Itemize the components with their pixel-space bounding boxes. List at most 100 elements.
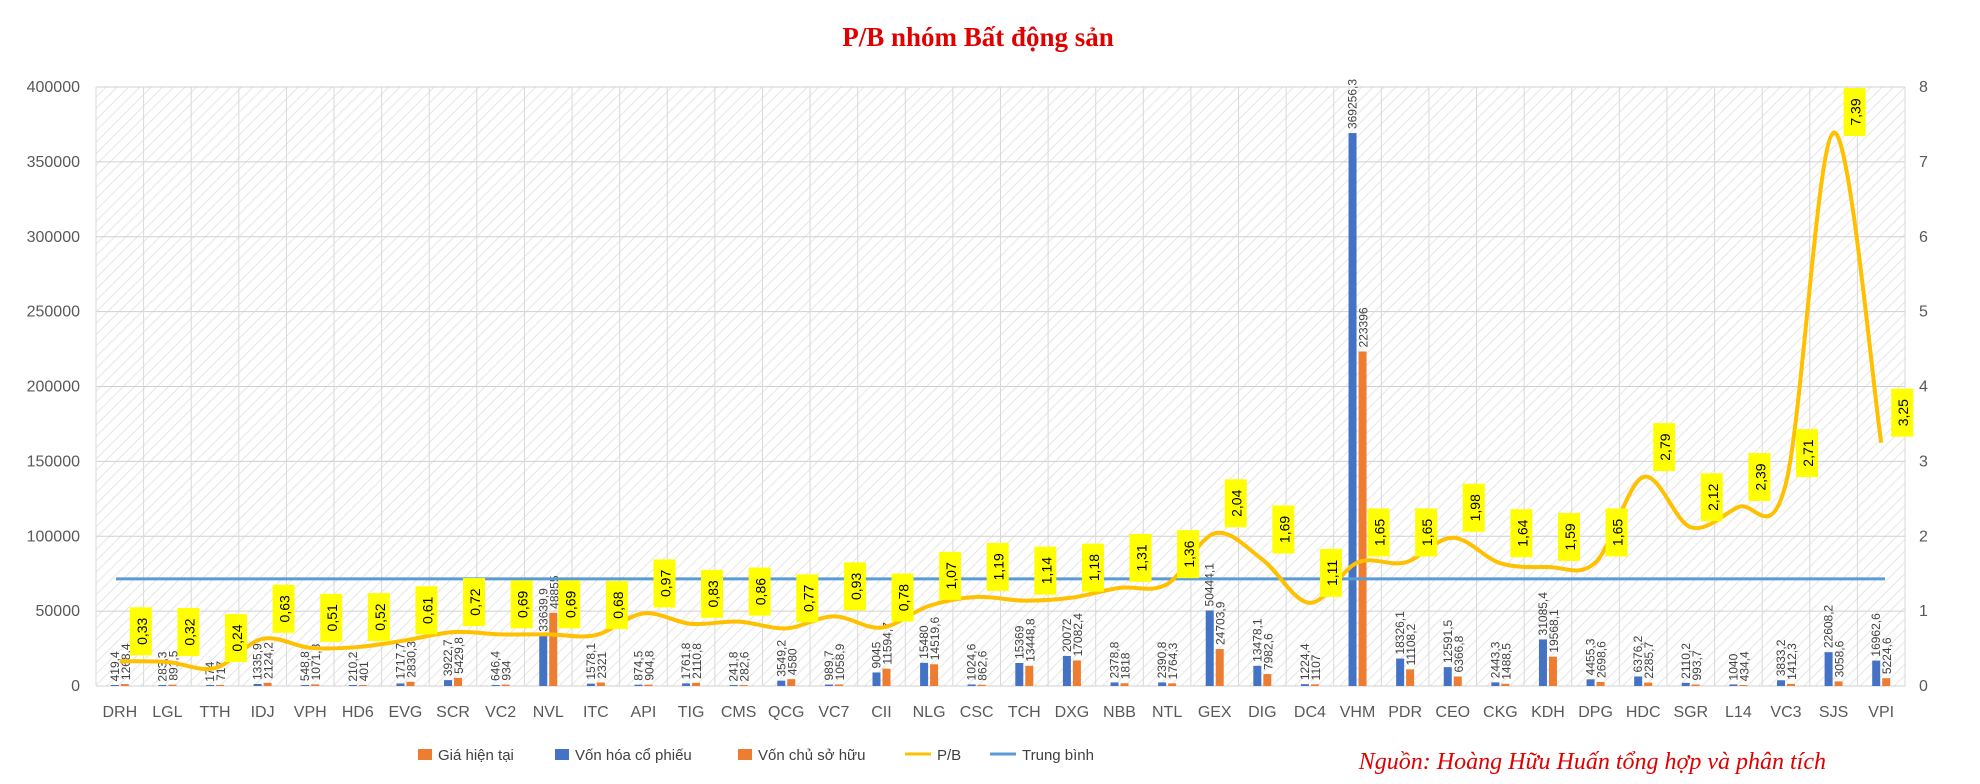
data-label-market-cap: 1024,6 xyxy=(965,643,979,680)
x-axis-tick-label: TIG xyxy=(678,704,705,721)
bar-equity xyxy=(834,684,843,686)
pb-data-label: 1,59 xyxy=(1557,512,1580,561)
bar-equity xyxy=(1644,682,1653,686)
pb-label-box xyxy=(796,574,819,623)
pb-label-box xyxy=(1843,88,1866,136)
y-axis-tick-label: 150000 xyxy=(27,453,80,470)
pb-label-box xyxy=(1129,533,1152,582)
data-label-equity: 13448,8 xyxy=(1023,618,1037,662)
pb-label-box xyxy=(986,542,1009,591)
pb-label-box xyxy=(1367,508,1390,557)
bar-equity xyxy=(216,684,225,686)
bar-market-cap xyxy=(777,680,786,686)
data-label-equity: 2698,6 xyxy=(1595,641,1609,678)
data-label-market-cap: 283,3 xyxy=(155,651,169,681)
y2-axis-tick-label: 4 xyxy=(1919,379,1928,396)
pb-label-text: 1,98 xyxy=(1467,494,1483,521)
data-label-market-cap: 4455,3 xyxy=(1584,638,1598,675)
y2-axis-tick-label: 5 xyxy=(1919,304,1928,321)
bar-equity xyxy=(644,684,653,686)
pb-label-box xyxy=(1462,483,1485,532)
pb-label-box xyxy=(1319,548,1342,597)
pb-data-label: 0,63 xyxy=(272,584,295,633)
pb-label-text: 1,36 xyxy=(1181,540,1197,567)
data-label-market-cap: 1578,1 xyxy=(584,643,598,680)
data-label-market-cap: 2443,3 xyxy=(1488,641,1502,678)
pb-data-label: 7,39 xyxy=(1843,88,1866,136)
x-axis-tick-label: IDJ xyxy=(251,704,275,721)
data-label-market-cap: 15480 xyxy=(917,625,931,659)
bar-market-cap xyxy=(1776,680,1785,686)
data-label-market-cap: 13478,1 xyxy=(1250,618,1264,662)
x-axis-tick-label: API xyxy=(631,704,657,721)
x-axis-tick-label: VC2 xyxy=(485,704,516,721)
bar-equity xyxy=(406,681,415,686)
bar-market-cap xyxy=(1824,652,1833,686)
bar-market-cap xyxy=(586,683,595,686)
plot-area: 0500001000001500002000002500003000003500… xyxy=(27,79,1928,721)
bar-equity xyxy=(1215,649,1224,686)
x-axis-tick-label: NBB xyxy=(1103,704,1136,721)
data-label-market-cap: 419,4 xyxy=(108,651,122,681)
pb-label-text: 1,59 xyxy=(1562,523,1578,550)
bar-market-cap xyxy=(1158,682,1167,686)
pb-data-label: 2,12 xyxy=(1700,473,1723,522)
y-axis-tick-label: 0 xyxy=(71,678,80,695)
bar-equity xyxy=(1310,684,1319,686)
pb-label-text: 0,61 xyxy=(419,596,435,623)
pb-data-label: 0,93 xyxy=(843,562,866,611)
pb-label-box xyxy=(748,567,771,616)
data-label-equity: 862,6 xyxy=(976,650,990,680)
data-label-market-cap: 22608,2 xyxy=(1822,604,1836,648)
pb-label-box xyxy=(558,580,581,629)
pb-data-label: 2,39 xyxy=(1748,453,1771,502)
data-label-equity: 1764,3 xyxy=(1166,642,1180,679)
data-label-market-cap: 1761,8 xyxy=(679,642,693,679)
x-axis-tick-label: QCG xyxy=(768,704,804,721)
pb-data-label: 1,36 xyxy=(1177,530,1200,579)
data-label-equity: 1058,9 xyxy=(833,643,847,680)
x-axis-tick-label: KDH xyxy=(1531,704,1565,721)
source-note: Nguồn: Hoàng Hữu Huấn tổng hợp và phân t… xyxy=(1358,749,1826,775)
pb-label-box xyxy=(1891,388,1914,437)
data-label-equity: 2321 xyxy=(595,652,609,679)
data-label-market-cap: 989,7 xyxy=(822,650,836,680)
pb-label-box xyxy=(1224,479,1247,528)
x-axis-tick-label: CII xyxy=(871,704,891,721)
pb-label-text: 1,18 xyxy=(1086,554,1102,581)
data-label-market-cap: 2378,8 xyxy=(1108,641,1122,678)
bar-market-cap xyxy=(634,684,643,686)
bar-market-cap xyxy=(301,685,310,686)
x-axis-tick-label: VHM xyxy=(1340,704,1376,721)
pb-data-label: 1,11 xyxy=(1319,548,1342,597)
pb-label-box xyxy=(1272,505,1295,554)
legend-swatch xyxy=(738,749,752,760)
bar-market-cap xyxy=(348,685,357,686)
data-label-equity: 11108,2 xyxy=(1404,623,1418,665)
bar-market-cap xyxy=(824,684,833,686)
x-axis-tick-label: SJS xyxy=(1819,704,1848,721)
pb-data-label: 0,77 xyxy=(796,574,819,623)
y-axis-tick-label: 100000 xyxy=(27,528,80,545)
data-label-equity: 223396 xyxy=(1357,307,1371,347)
pb-label-box xyxy=(320,593,343,642)
data-label-equity: 1071,8 xyxy=(309,643,323,680)
pb-data-label: 1,18 xyxy=(1081,543,1104,592)
legend-label: Trung bình xyxy=(1022,747,1094,764)
bar-equity xyxy=(787,679,796,686)
data-label-equity: 934 xyxy=(500,660,514,680)
bar-equity xyxy=(1548,656,1557,686)
bar-market-cap xyxy=(1253,665,1262,686)
bar-equity xyxy=(263,682,272,686)
pb-label-box xyxy=(225,614,248,663)
bar-equity xyxy=(1453,676,1462,686)
bar-market-cap xyxy=(872,672,881,686)
pb-label-text: 0,69 xyxy=(515,590,531,617)
pb-label-box xyxy=(1177,530,1200,579)
pb-label-box xyxy=(272,584,295,633)
data-label-equity: 19568,1 xyxy=(1547,609,1561,653)
x-axis-tick-label: VC7 xyxy=(818,704,849,721)
pb-data-label: 0,69 xyxy=(558,580,581,629)
pb-label-box xyxy=(463,578,486,627)
data-label-equity: 5429,8 xyxy=(452,637,466,674)
